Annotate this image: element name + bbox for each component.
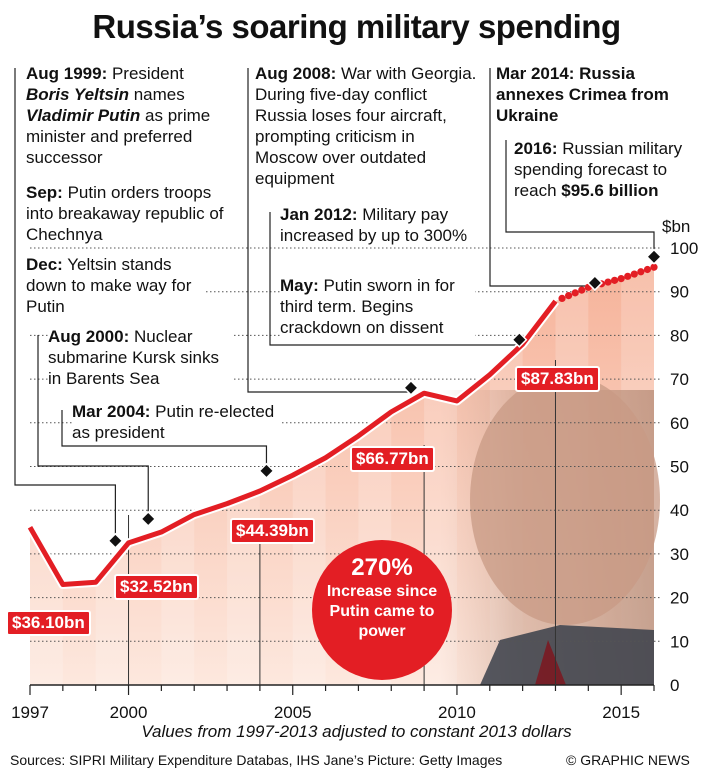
event-marker-3 <box>258 462 275 479</box>
annotation-may-2012: May: Putin sworn in for third term. Begi… <box>280 275 475 338</box>
x-tick-label-2000: 2000 <box>110 703 148 722</box>
y-tick-label-0: 0 <box>670 676 679 695</box>
y-tick-label-100: 100 <box>670 239 698 258</box>
y-tick-label-50: 50 <box>670 458 689 477</box>
x-tick-label-1997: 1997 <box>11 703 49 722</box>
y-tick-label-40: 40 <box>670 501 689 520</box>
forecast-point <box>617 274 625 283</box>
annotation-jan-2012: Jan 2012: Military pay increased by up t… <box>280 204 470 246</box>
y-tick-label-10: 10 <box>670 632 689 651</box>
event-marker-6 <box>586 274 603 292</box>
forecast-point <box>558 294 566 303</box>
leader-line-3 <box>61 410 268 471</box>
forecast-point <box>650 263 658 271</box>
annotation-mar-2004: Mar 2004: Putin re-elected as president <box>72 401 282 443</box>
footnote-credit: © GRAPHIC NEWS <box>566 752 690 768</box>
x-tick-label-2010: 2010 <box>438 703 476 722</box>
data-label-2000: $32.52bn <box>114 574 199 600</box>
forecast-point <box>624 272 632 280</box>
forecast-point <box>610 276 619 284</box>
annotation-aug-1999: Aug 1999: President Boris Yeltsin names … <box>26 63 231 168</box>
forecast-point <box>578 286 586 294</box>
chart-title: Russia’s soaring military spending <box>92 8 621 45</box>
forecast-point <box>643 265 652 274</box>
photo-tie <box>535 640 566 685</box>
event-marker-2 <box>140 510 157 528</box>
data-label-1997: $36.10bn <box>6 610 91 636</box>
increase-percent: 270% <box>351 554 413 581</box>
leader-line-2 <box>37 335 149 519</box>
event-marker-5 <box>511 331 528 348</box>
event-marker-7 <box>645 248 663 265</box>
y-tick-label-30: 30 <box>670 545 689 564</box>
photo-suit <box>480 625 654 685</box>
footnote-values: Values from 1997-2013 adjusted to consta… <box>141 722 572 741</box>
y-tick-label-60: 60 <box>670 414 689 433</box>
leader-line-1 <box>14 68 116 541</box>
series-line-actual <box>27 299 558 587</box>
x-tick-label-2015: 2015 <box>602 703 640 722</box>
putin-photo <box>440 375 660 685</box>
photo-face <box>470 375 660 625</box>
forecast-point <box>604 278 612 286</box>
y-axis-label: $bn <box>662 217 690 236</box>
forecast-point <box>637 268 645 276</box>
y-tick-label-80: 80 <box>670 326 689 345</box>
x-tick-label-2005: 2005 <box>274 703 312 722</box>
annotation-dec-1999: Dec: Yeltsin stands down to make way for… <box>26 254 206 317</box>
data-label-2004: $44.39bn <box>230 518 315 544</box>
annotation-aug-2008: Aug 2008: War with Georgia. During five-… <box>255 63 480 189</box>
event-marker-1 <box>107 532 124 549</box>
annotation-mar-2014: Mar 2014: Russia annexes Crimea from Ukr… <box>496 63 676 126</box>
data-label-2009: $66.77bn <box>350 446 435 472</box>
data-label-2013: $87.83bn <box>515 366 600 392</box>
increase-text: Increase since Putin came to power <box>326 583 438 640</box>
y-tick-label-20: 20 <box>670 589 689 608</box>
y-tick-label-90: 90 <box>670 283 689 302</box>
footnote-sources: Sources: SIPRI Military Expenditure Data… <box>10 752 503 768</box>
increase-bubble: 270% Increase since Putin came to power <box>312 540 452 680</box>
y-tick-label-70: 70 <box>670 370 689 389</box>
annotation-aug-2000: Aug 2000: Nuclear submarine Kursk sinks … <box>48 326 233 389</box>
forecast-point <box>571 289 579 297</box>
annotation-2016: 2016: Russian military spending forecast… <box>514 138 689 201</box>
forecast-point <box>630 270 638 278</box>
annotation-sep-1999: Sep: Putin orders troops into breakaway … <box>26 182 231 245</box>
forecast-point <box>565 292 573 300</box>
event-marker-4 <box>402 379 420 396</box>
leader-line-7 <box>505 140 655 257</box>
